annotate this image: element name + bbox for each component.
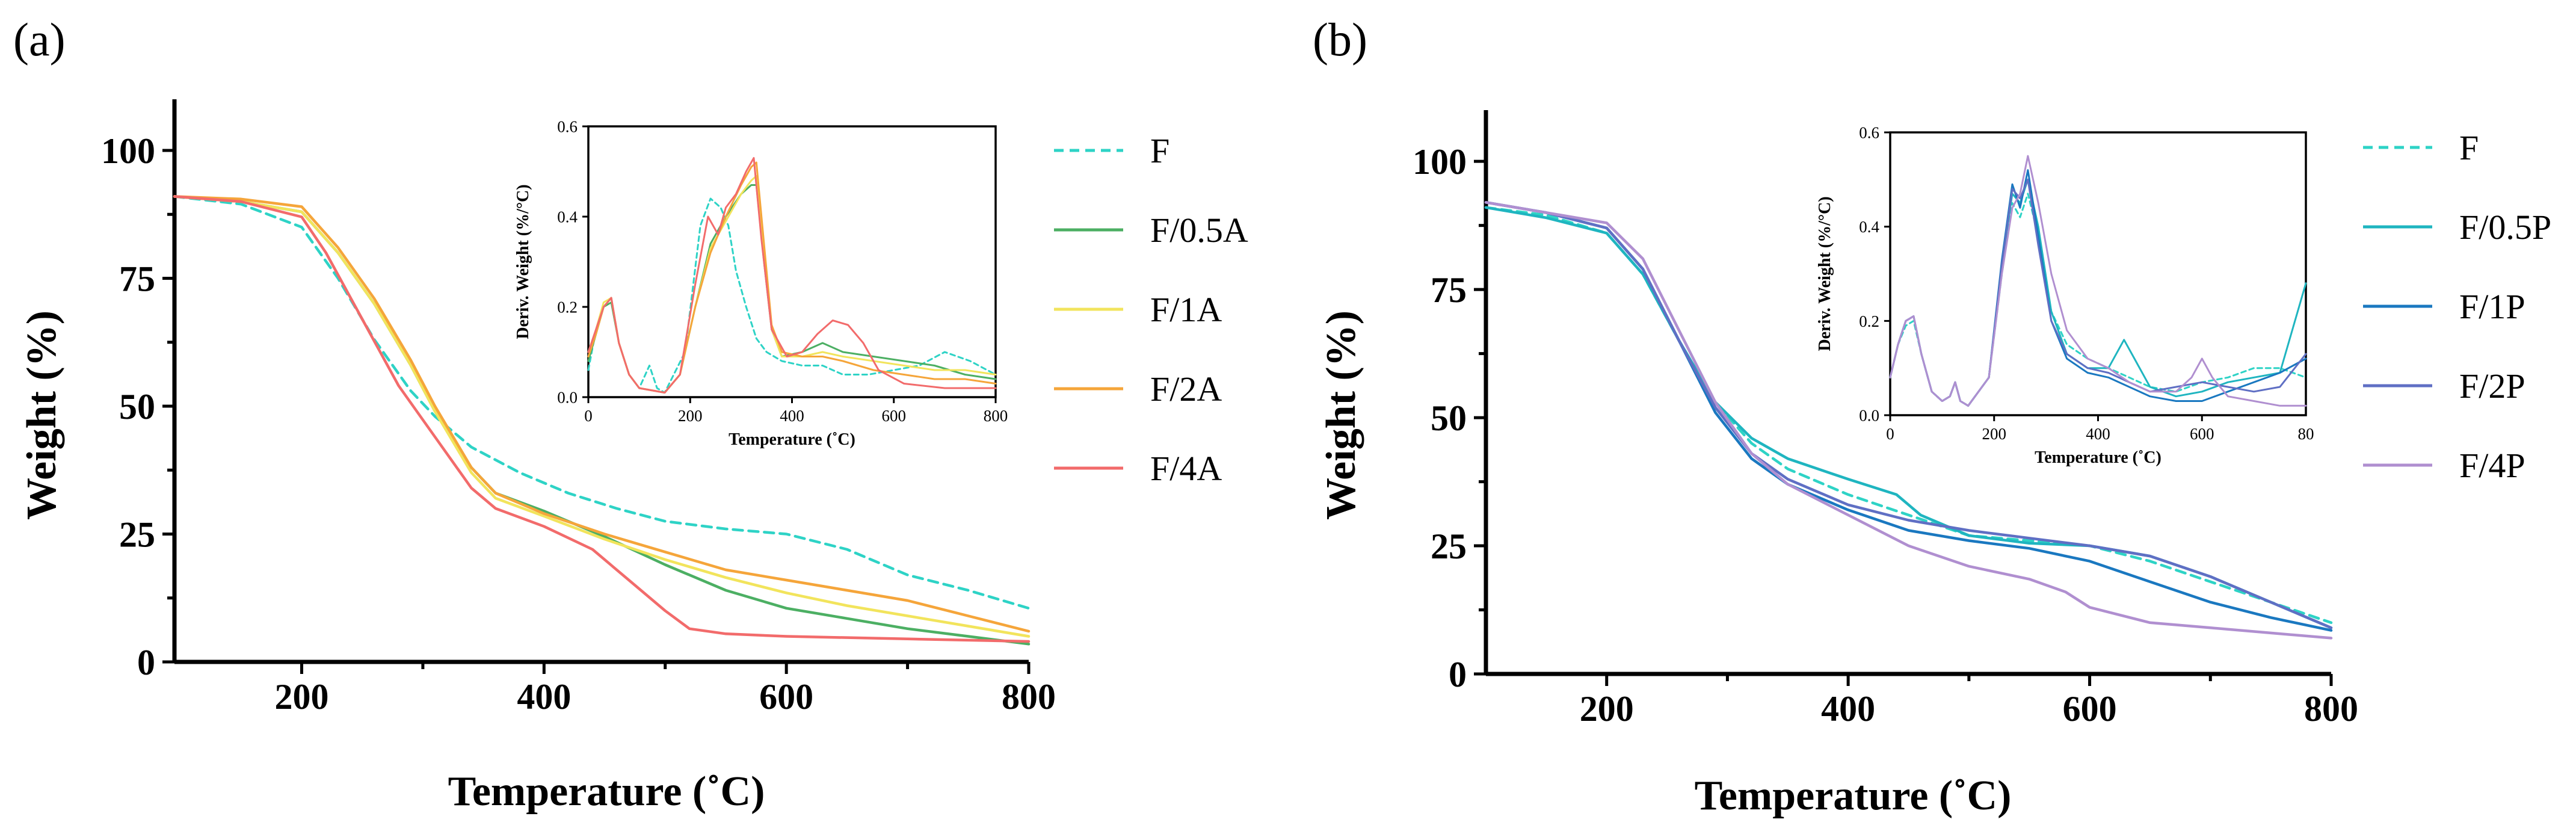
- y-axis-label: Weight (%): [19, 310, 65, 520]
- y-tick-label: 50: [1431, 398, 1467, 438]
- x-tick-label: 400: [2086, 425, 2110, 443]
- inset-x-axis-label: Temperature (˚C): [2035, 448, 2162, 467]
- legend-label: F/0.5P: [2459, 208, 2551, 247]
- y-tick-label: 0.4: [557, 208, 578, 226]
- series-line-f-4p: [1484, 201, 2333, 640]
- y-tick-label: 50: [119, 387, 155, 427]
- series-line-f-4a: [587, 157, 997, 394]
- y-tick-label: 25: [1431, 527, 1467, 566]
- legend-label: F: [1150, 131, 1169, 170]
- x-tick-label: 400: [1821, 689, 1875, 729]
- panel-label: (b): [1313, 13, 1367, 66]
- x-tick-label: 600: [882, 407, 907, 425]
- panel-a: (a) 200 400 600 800 0 25 50 75 100 0 200 400 600 800…: [13, 13, 1248, 815]
- y-tick-label: 0.0: [557, 388, 578, 406]
- x-tick-label: 200: [1982, 425, 2007, 443]
- x-tick-label: 800: [984, 407, 1008, 425]
- legend-label: F/4A: [1150, 449, 1222, 488]
- x-tick-label: 600: [2190, 425, 2214, 443]
- y-tick-label: 0.2: [1859, 312, 1879, 330]
- x-tick-label: 80: [2298, 425, 2314, 443]
- x-tick-label: 400: [517, 677, 571, 717]
- y-tick-label: 75: [119, 259, 155, 299]
- legend-label: F/1P: [2459, 287, 2525, 326]
- inset-y-axis-label: Deriv. Weight (%/°C): [1816, 196, 1834, 351]
- main-plot: 200 400 600 800 0 25 50 75 100: [101, 99, 1056, 717]
- y-tick-label: 0.2: [557, 298, 578, 316]
- legend-item: F/1P: [2363, 287, 2525, 326]
- legend-item: F: [2363, 128, 2479, 167]
- y-tick-label: 0: [1449, 655, 1467, 694]
- y-tick-label: 0: [137, 643, 155, 682]
- y-tick-label: 25: [119, 515, 155, 555]
- y-tick-label: 0.4: [1859, 218, 1879, 236]
- x-tick-label: 600: [2063, 689, 2117, 729]
- legend-item: F/0.5A: [1054, 211, 1248, 250]
- y-tick-label: 100: [1413, 142, 1467, 182]
- x-tick-label: 0: [584, 407, 593, 425]
- legend-item: F: [1054, 131, 1169, 170]
- inset-x-axis-label: Temperature (˚C): [729, 430, 855, 449]
- x-tick-label: 600: [759, 677, 813, 717]
- y-tick-label: 75: [1431, 270, 1467, 310]
- legend-label: F/1A: [1150, 290, 1222, 329]
- x-axis-label: Temperature (˚C): [1695, 773, 2012, 819]
- x-tick-label: 200: [274, 677, 328, 717]
- series-line-f-4a: [173, 195, 1031, 643]
- panel-label: (a): [13, 13, 66, 66]
- legend: F F/0.5P F/1P F/2P F/4P: [2363, 128, 2551, 485]
- legend-item: F/4P: [2363, 446, 2525, 485]
- x-tick-label: 800: [1002, 677, 1056, 717]
- plot-frame: [587, 125, 997, 398]
- series-line-f-2a: [173, 195, 1031, 633]
- legend-item: F/2A: [1054, 369, 1222, 409]
- series-line-f-2p: [1484, 201, 2333, 629]
- x-tick-label: 400: [780, 407, 804, 425]
- x-tick-label: 200: [1580, 689, 1634, 729]
- y-tick-label: 0.0: [1859, 406, 1879, 424]
- x-tick-label: 800: [2304, 689, 2358, 729]
- legend-label: F/2P: [2459, 366, 2525, 406]
- y-axis-label: Weight (%): [1318, 310, 1364, 520]
- series-line-f-1a: [173, 195, 1031, 638]
- legend-item: F/4A: [1054, 449, 1222, 488]
- series-line-f-4p: [1889, 155, 2307, 407]
- legend-label: F/0.5A: [1150, 211, 1248, 250]
- y-tick-label: 100: [101, 131, 155, 171]
- y-tick-label: 0.6: [557, 117, 578, 135]
- legend-label: F/2A: [1150, 369, 1222, 409]
- x-axis-label: Temperature (˚C): [448, 768, 765, 815]
- x-tick-label: 200: [678, 407, 703, 425]
- inset-y-axis-label: Deriv. Weight (%/°C): [514, 184, 532, 339]
- inset-plot: 0 200 400 600 80 0.0 0.2 0.4 0.6 Temperature (˚C)…: [1816, 123, 2314, 467]
- legend-label: F: [2459, 128, 2479, 167]
- x-tick-label: 0: [1886, 425, 1894, 443]
- legend-item: F/1A: [1054, 290, 1222, 329]
- legend-item: F/2P: [2363, 366, 2525, 406]
- legend-label: F/4P: [2459, 446, 2525, 485]
- legend: F F/0.5A F/1A F/2A F/4A: [1054, 131, 1248, 488]
- inset-plot: 0 200 400 600 800 0.0 0.2 0.4 0.6 Temperature (˚C…: [514, 117, 1008, 449]
- legend-item: F/0.5P: [2363, 208, 2551, 247]
- y-tick-label: 0.6: [1859, 123, 1879, 141]
- series-line-f: [173, 195, 1031, 610]
